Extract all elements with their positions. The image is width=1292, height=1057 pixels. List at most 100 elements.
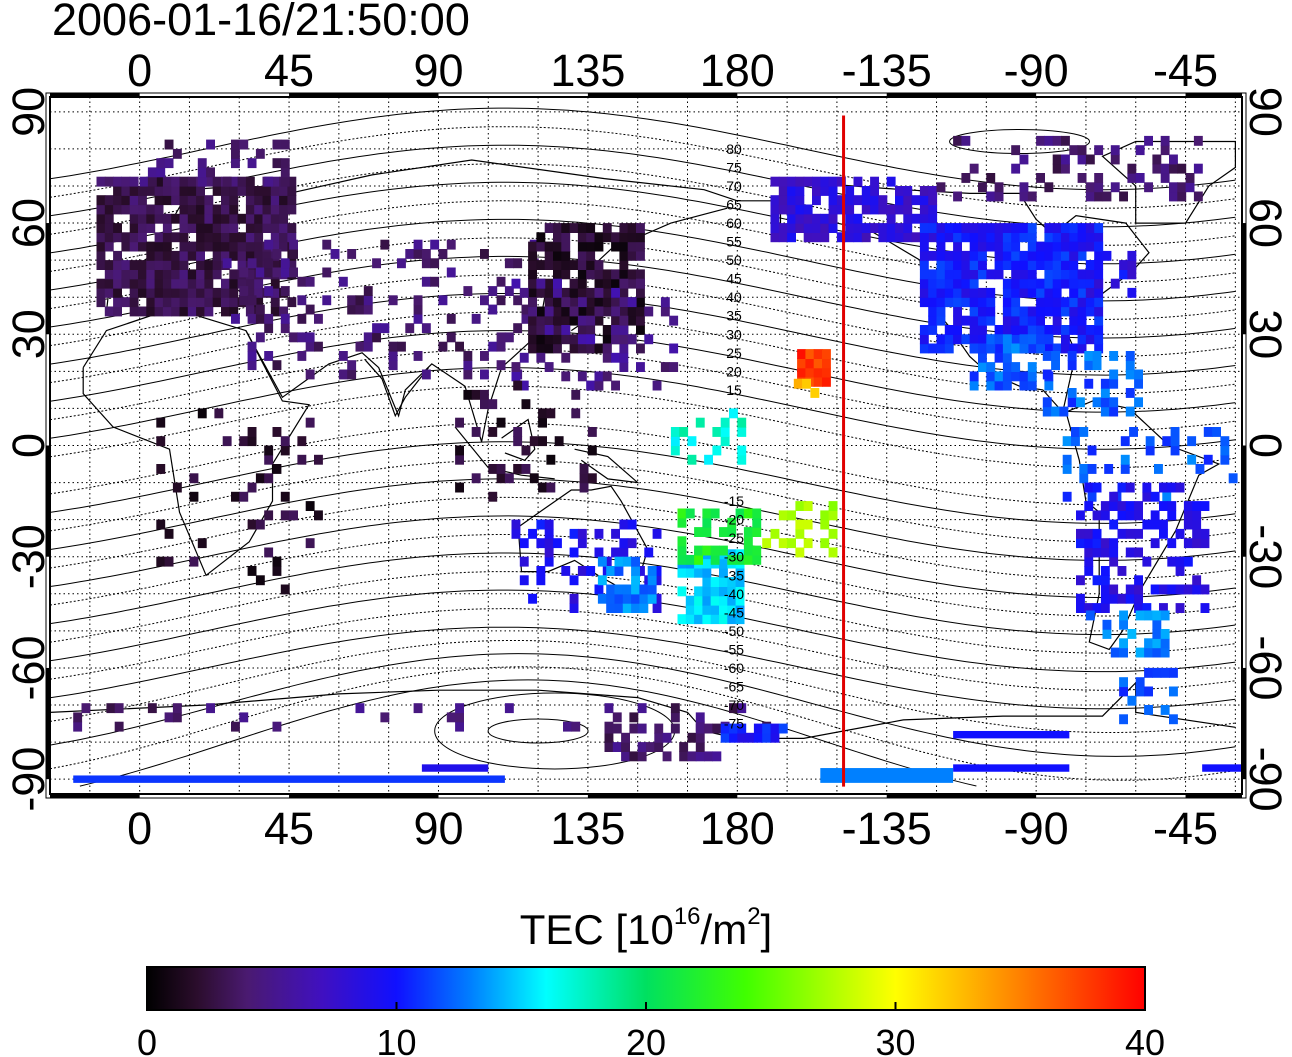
- tec-cell: [1011, 371, 1021, 382]
- tec-cell: [1019, 191, 1029, 202]
- tec-cell: [612, 742, 622, 752]
- tec-cell: [455, 703, 464, 714]
- tec-cell: [171, 250, 181, 261]
- tec-cell: [546, 454, 556, 465]
- tec-cell: [455, 341, 464, 352]
- tec-cell: [204, 176, 214, 187]
- tec-cell: [619, 260, 629, 270]
- tec-cell: [1044, 223, 1054, 233]
- tec-cell: [247, 427, 257, 437]
- y-tick-label-right: 60: [1240, 198, 1291, 248]
- tec-band: [820, 768, 954, 783]
- tec-cell: [544, 556, 554, 567]
- tec-cell: [280, 436, 290, 447]
- tec-cell: [1102, 250, 1112, 261]
- tec-cell: [212, 223, 222, 233]
- tec-cell: [1019, 154, 1029, 165]
- tec-cell: [1044, 380, 1054, 391]
- tec-cell: [694, 614, 703, 625]
- tec-cell: [1125, 360, 1135, 371]
- tec-cell: [1167, 501, 1177, 511]
- tec-cell: [121, 186, 131, 196]
- tec-cell: [1044, 306, 1054, 317]
- tec-cell: [805, 367, 815, 378]
- tec-cell: [886, 223, 896, 233]
- tec-cell: [561, 297, 571, 308]
- tec-cell: [1002, 362, 1012, 372]
- tec-cell: [421, 258, 431, 269]
- tec-cell: [654, 723, 664, 734]
- tec-cell: [1084, 482, 1094, 493]
- tec-cell: [994, 352, 1004, 363]
- tec-cell: [994, 380, 1004, 391]
- tec-cell: [636, 566, 645, 576]
- tec-cell: [255, 332, 265, 343]
- tec-cell: [455, 445, 464, 456]
- tec-cell: [861, 186, 871, 196]
- tec-cell: [129, 297, 139, 308]
- tec-cell: [262, 213, 272, 224]
- tec-cell: [594, 380, 604, 391]
- tec-cell: [138, 204, 147, 215]
- tec-cell: [702, 567, 712, 578]
- tec-cell: [1027, 191, 1037, 202]
- tec-cell: [121, 204, 131, 215]
- tec-cell: [1109, 501, 1119, 511]
- tec-cell: [239, 295, 249, 306]
- tec-cell: [544, 334, 554, 345]
- tec-cell: [254, 260, 264, 270]
- tec-cell: [270, 186, 280, 196]
- tec-cell: [1125, 547, 1135, 558]
- tec-cell: [471, 473, 481, 484]
- tec-cell: [1134, 378, 1143, 389]
- tec-cell: [836, 176, 846, 187]
- tec-cell: [719, 586, 728, 597]
- tec-cell: [936, 334, 946, 345]
- contour-line: [50, 385, 1236, 469]
- tec-cell: [187, 213, 197, 224]
- tec-cell: [597, 575, 607, 586]
- tec-cell: [631, 584, 640, 595]
- tec-cell: [986, 315, 996, 326]
- tec-cell: [138, 260, 147, 270]
- tec-cell: [1077, 154, 1087, 165]
- tec-cell: [272, 721, 282, 732]
- tec-cell: [953, 297, 962, 308]
- tec-cell: [1036, 325, 1045, 335]
- tec-cell: [553, 538, 562, 549]
- tec-cell: [496, 417, 506, 428]
- tec-cell: [1167, 538, 1177, 549]
- tec-cell: [953, 315, 962, 326]
- tec-cell: [1036, 250, 1045, 261]
- tec-cell: [719, 577, 728, 587]
- tec-cell: [121, 232, 131, 243]
- tec-cell: [577, 325, 587, 335]
- tec-cell: [712, 723, 722, 734]
- tec-cell: [264, 323, 274, 334]
- tec-cell: [586, 306, 596, 317]
- tec-cell: [196, 186, 205, 196]
- tec-cell: [1027, 223, 1037, 233]
- tec-cell: [944, 278, 954, 289]
- tec-cell: [986, 297, 996, 308]
- tec-cell: [1067, 388, 1077, 398]
- tec-cell: [146, 186, 156, 196]
- x-tick-label-bottom: 90: [413, 803, 463, 854]
- tec-cell: [903, 223, 913, 233]
- tec-cell: [521, 399, 531, 410]
- tec-cell: [1067, 360, 1077, 371]
- tec-cell: [1044, 343, 1054, 354]
- tec-cell: [171, 297, 181, 308]
- tec-cell: [1120, 436, 1130, 447]
- tec-cell: [770, 176, 780, 187]
- tec-cell: [1175, 584, 1185, 595]
- tec-cell: [770, 204, 780, 215]
- tec-cell: [737, 703, 747, 714]
- tec-cell: [710, 586, 720, 597]
- tec-cell: [289, 267, 298, 278]
- tec-cell: [204, 213, 214, 224]
- tec-cell: [511, 371, 521, 382]
- tec-cell: [81, 703, 91, 714]
- tec-cell: [720, 417, 730, 428]
- tec-cell: [287, 204, 297, 215]
